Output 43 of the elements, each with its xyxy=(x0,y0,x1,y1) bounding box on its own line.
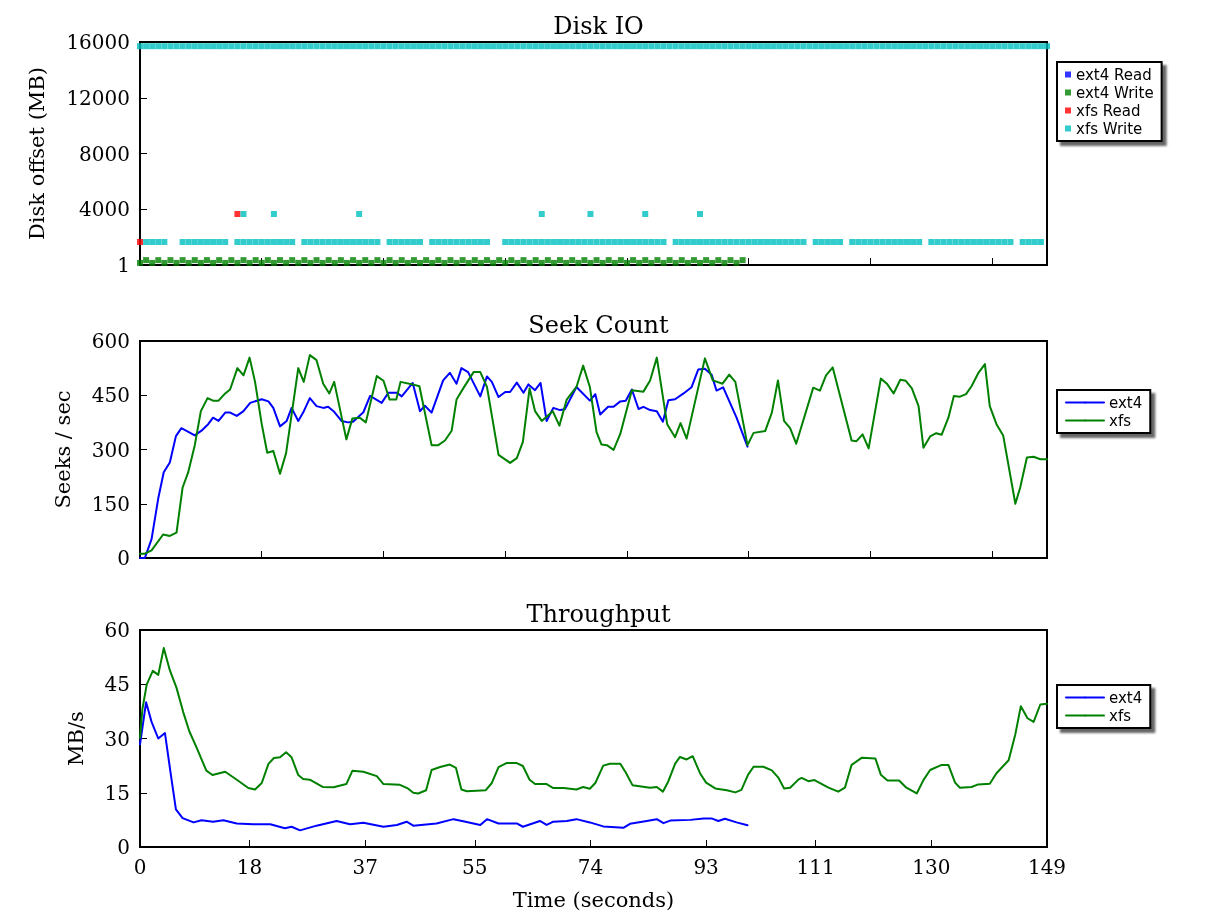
x-tick-label: 18 xyxy=(236,855,263,879)
y-tick-label: 12000 xyxy=(66,85,130,110)
y-tick-label: 150 xyxy=(91,491,130,516)
x-axis-title: Time (seconds) xyxy=(512,887,675,912)
y-tick-label: 1 xyxy=(117,253,130,277)
x-tick-label: 130 xyxy=(912,855,951,879)
x-tick-label: 37 xyxy=(352,855,378,879)
x-tick-label: 111 xyxy=(796,855,835,879)
legend-label: ext4 Write xyxy=(1076,83,1154,102)
y-tick-label: 600 xyxy=(91,329,130,353)
y-tick-label: 45 xyxy=(104,672,130,697)
legend-label: xfs xyxy=(1109,706,1132,725)
y-axis-title: Disk offset (MB) xyxy=(24,67,49,240)
y-tick-label: 0 xyxy=(117,546,130,570)
chart-title: Disk IO xyxy=(553,12,644,40)
y-tick-label: 60 xyxy=(104,618,130,642)
legend-label: xfs xyxy=(1109,411,1132,430)
legend-label: ext4 Read xyxy=(1076,65,1152,84)
y-axis-title: MB/s xyxy=(63,711,88,766)
x-tick-label: 74 xyxy=(577,855,604,879)
legend-label: xfs Write xyxy=(1076,119,1143,138)
y-axis-title: Seeks / sec xyxy=(50,390,75,509)
y-tick-label: 4000 xyxy=(79,197,130,222)
x-tick-label: 93 xyxy=(693,855,719,879)
y-tick-label: 30 xyxy=(104,726,130,751)
x-tick-label: 0 xyxy=(133,855,147,879)
line-series xyxy=(139,647,1048,795)
legend-label: xfs Read xyxy=(1076,101,1141,120)
legend-label: ext4 xyxy=(1109,393,1143,412)
line-series xyxy=(139,701,749,832)
line-series xyxy=(139,367,749,559)
y-tick-label: 16000 xyxy=(66,30,130,54)
y-tick-label: 450 xyxy=(91,383,130,408)
y-tick-label: 0 xyxy=(117,835,130,859)
chart-title: Seek Count xyxy=(528,311,670,339)
legend-label: ext4 xyxy=(1109,688,1143,707)
y-tick-label: 8000 xyxy=(79,141,130,166)
x-tick-label: 149 xyxy=(1027,855,1067,879)
chart-title: Throughput xyxy=(526,600,671,628)
y-tick-label: 15 xyxy=(104,780,130,805)
line-series xyxy=(139,354,1048,555)
y-tick-label: 300 xyxy=(91,437,130,462)
x-tick-label: 55 xyxy=(462,855,488,879)
